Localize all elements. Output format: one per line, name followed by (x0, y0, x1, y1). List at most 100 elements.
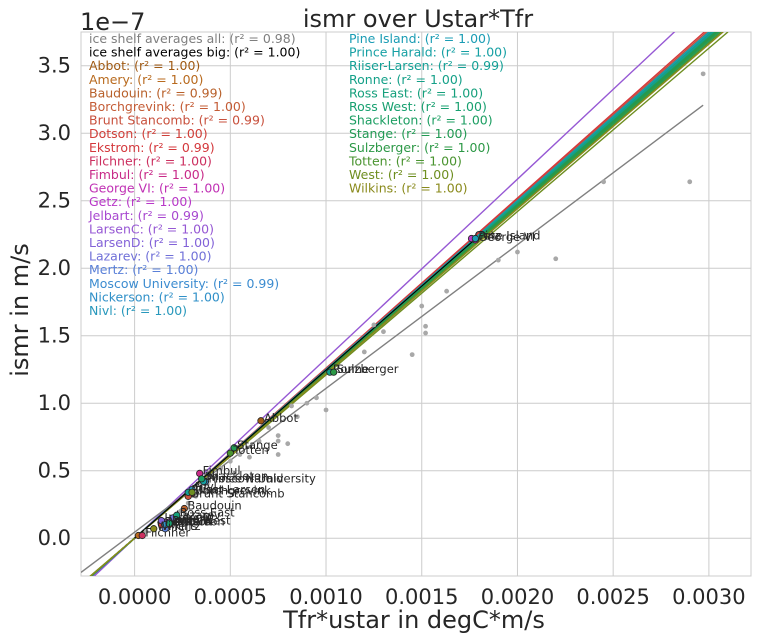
average-point (304, 400, 310, 406)
shelf-point (150, 525, 158, 533)
shelf-point (180, 504, 188, 513)
shelf-point (257, 417, 265, 425)
average-point (294, 414, 300, 420)
legend-entry: Stange: (r² = 1.00) (349, 126, 467, 141)
shelf-annotation: Stange (237, 438, 278, 452)
shelf-point (138, 531, 146, 540)
chart-title: ismr over Ustar*Tfr (303, 5, 533, 33)
legend-entry: Dotson: (r² = 1.00) (89, 126, 208, 141)
legend-entry: Riiser-Larsen: (r² = 0.99) (349, 58, 504, 73)
legend-entry: Ross West: (r² = 1.00) (349, 99, 487, 114)
average-point (423, 323, 428, 329)
average-point (700, 71, 706, 77)
legend-entry: Mertz: (r² = 1.00) (89, 262, 198, 277)
shelf-annotation: George VI (478, 230, 535, 244)
shelf-annotation: Baudouin (187, 499, 241, 513)
legend-entry: Borchgrevink: (r² = 1.00) (89, 99, 246, 114)
shelf-annotation: Getz (475, 229, 502, 243)
x-tick-label: 0.0015 (385, 585, 458, 609)
shelf-annotation: Totten (232, 443, 268, 457)
legend-entry: Pine Island: (r² = 1.00) (349, 31, 491, 46)
average-point (409, 352, 415, 358)
average-point (285, 441, 291, 447)
legend-entry: LarsenC: (r² = 1.00) (89, 221, 214, 236)
legend-entry: Brunt Stancomb: (r² = 0.99) (89, 113, 265, 128)
average-point (185, 500, 191, 506)
shelf-annotation: Wilkins (157, 519, 198, 533)
average-point (371, 322, 377, 328)
y-tick-label: 3.5 (38, 54, 71, 78)
x-tick-label: 0.0000 (98, 585, 171, 609)
legend-entry: LarsenD: (r² = 1.00) (89, 235, 215, 250)
y-axis-label: ismr in m/s (6, 243, 34, 377)
legend-entry: Ross East: (r² = 1.00) (349, 85, 483, 100)
shelf-annotation: Nickerson (168, 515, 225, 529)
shelf-annotation: Ross East (180, 505, 235, 519)
shelf-annotation: Dotson (172, 515, 213, 529)
average-point (601, 179, 606, 185)
average-point (323, 407, 329, 413)
legend-entry: West: (r² = 1.00) (349, 167, 454, 182)
x-tick-label: 0.0025 (576, 585, 649, 609)
legend-entry: Baudouin: (r² = 0.99) (89, 85, 222, 100)
legend-entry: Moscow University: (r² = 0.99) (89, 276, 279, 291)
x-tick-label: 0.0005 (194, 585, 267, 609)
legend-entry: Ekstrom: (r² = 0.99) (89, 140, 215, 155)
average-point (381, 329, 386, 335)
average-point (444, 288, 450, 294)
y-tick-label: 0.5 (38, 459, 71, 483)
shelf-point (226, 449, 234, 457)
plot-frame (80, 31, 752, 577)
shelf-annotation: Mertz (168, 519, 200, 533)
y-offset-label: 1e−7 (80, 8, 145, 36)
average-point (314, 395, 319, 401)
average-point (419, 303, 425, 309)
shelf-annotation: Abbot (264, 411, 299, 425)
y-tick-label: 0.0 (38, 526, 71, 550)
shelf-annotation: Prince Harald (207, 472, 284, 486)
average-point (247, 454, 252, 460)
average-point (495, 257, 501, 263)
legend: ice shelf averages all: (r² = 0.98)ice s… (88, 31, 507, 318)
average-point (227, 458, 233, 464)
legend-entry: George VI: (r² = 1.00) (89, 181, 225, 196)
x-tick-label: 0.0030 (672, 585, 745, 609)
average-point (256, 438, 262, 444)
legend-entry: Wilkins: (r² = 1.00) (349, 181, 468, 196)
shelf-annotation: Ronne (333, 362, 369, 376)
shelf-annotation: Pine Island (478, 229, 540, 243)
shelf-point (330, 368, 338, 376)
shelf-annotation: Shackleton (205, 469, 269, 483)
legend-entry: Totten: (r² = 1.00) (348, 153, 462, 168)
shelf-annotation: Sulzberger (337, 362, 399, 376)
shelf-annotation: Borchgrevink (195, 484, 271, 498)
plot-area: 0.0000 0.0005 0.0010 0.0015 0.0020 0.0025 0.00… (38, 31, 752, 609)
shelf-annotation: West (195, 482, 224, 496)
y-tick-label: 2.5 (38, 189, 71, 213)
average-point (275, 438, 281, 444)
fit-line (93, 32, 676, 576)
y-tick-label: 1.5 (38, 324, 71, 348)
average-point (553, 256, 559, 262)
legend-entry: ice shelf averages big: (r² = 1.00) (89, 45, 300, 60)
shelf-point (173, 511, 181, 519)
legend-entry: Fimbul: (r² = 1.00) (89, 167, 205, 182)
y-tick-label: 1.0 (38, 391, 71, 415)
legend-entry: Filchner: (r² = 1.00) (89, 153, 212, 168)
average-point (218, 465, 224, 471)
average-point (143, 529, 149, 534)
y-tick-label: 2.0 (38, 256, 71, 280)
average-point (275, 452, 281, 457)
shelf-annotation: Brunt Stancomb (191, 486, 284, 500)
y-tick-label: 3.0 (38, 121, 71, 145)
shelf-point (165, 519, 173, 527)
legend-entry: Amery: (r² = 1.00) (89, 72, 203, 87)
shelf-annotation: Lazarev (176, 508, 221, 522)
legend-entry: Sulzberger: (r² = 1.00) (349, 140, 490, 155)
legend-entry: Abbot: (r² = 1.00) (89, 58, 200, 73)
average-point (687, 179, 693, 185)
legend-entry: Lazarev: (r² = 1.00) (89, 249, 211, 264)
legend-entry: Prince Harald: (r² = 1.00) (349, 45, 507, 60)
x-tick-label: 0.0020 (481, 585, 554, 609)
